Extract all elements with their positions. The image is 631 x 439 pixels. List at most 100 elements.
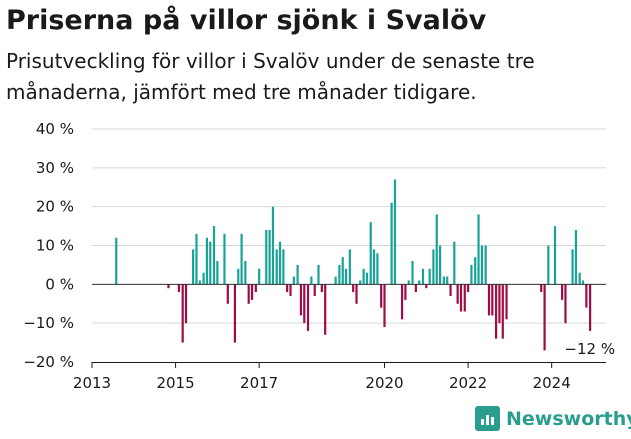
bar	[459, 284, 463, 312]
bar	[400, 284, 404, 320]
bar	[477, 214, 480, 285]
bar	[195, 233, 198, 285]
bar	[233, 284, 237, 343]
bar	[453, 241, 456, 285]
chat-bubble-icon	[475, 406, 500, 431]
bar	[484, 245, 487, 285]
bar	[404, 284, 407, 300]
y-tick-label: 10 %	[36, 237, 74, 255]
bar	[574, 229, 578, 285]
bar	[449, 284, 452, 296]
bar	[265, 229, 268, 285]
bar	[418, 280, 421, 285]
bar	[299, 284, 303, 316]
bar	[310, 276, 313, 285]
bar	[338, 264, 341, 285]
bar	[495, 284, 498, 339]
bar	[244, 261, 247, 285]
bar	[303, 284, 306, 324]
bar	[352, 284, 355, 293]
labels: 40 % 30 % 20 % 10 % 0 % −10 % −20 % 2013 2015 201…	[23, 120, 615, 392]
x-tick-label: 2024	[533, 374, 571, 392]
bar	[202, 272, 205, 285]
bar	[498, 284, 501, 324]
bar	[589, 284, 592, 331]
bar	[547, 245, 550, 285]
bar	[421, 268, 425, 285]
bar	[324, 284, 327, 335]
bar	[474, 257, 477, 285]
bar	[442, 276, 445, 285]
bar	[282, 249, 285, 285]
bar	[425, 284, 428, 289]
bar	[456, 284, 459, 304]
x-tick-label: 2020	[365, 374, 403, 392]
bar	[320, 284, 323, 293]
bar	[393, 179, 397, 285]
bar	[226, 284, 229, 304]
bar	[237, 268, 240, 285]
bar	[435, 214, 438, 285]
bar	[467, 284, 470, 293]
bar	[177, 284, 181, 293]
bar	[439, 245, 442, 285]
bar	[414, 284, 417, 293]
bar	[296, 264, 299, 285]
bar	[372, 249, 376, 285]
bar	[411, 261, 414, 285]
bar	[250, 284, 254, 300]
y-tick-label: 0 %	[45, 275, 74, 293]
last-value-label: −12 %	[564, 340, 615, 358]
y-tick-label: 30 %	[36, 159, 74, 177]
y-tick-label: 40 %	[36, 120, 74, 138]
bar	[258, 268, 261, 285]
chart-title: Priserna på villor sjönk i Svalöv	[6, 5, 487, 36]
bar	[115, 237, 118, 285]
brand-name: Newsworthy	[506, 407, 631, 430]
bar	[275, 249, 278, 285]
bar	[278, 241, 282, 285]
bar	[432, 249, 435, 285]
bar	[564, 284, 567, 324]
bar	[571, 249, 574, 285]
bar	[240, 233, 243, 285]
bar	[376, 253, 379, 285]
y-tick-label: −10 %	[23, 314, 74, 332]
bar	[192, 249, 195, 285]
bar	[167, 284, 170, 289]
y-tick-label: 20 %	[36, 198, 74, 216]
bar	[470, 264, 473, 285]
bar	[365, 272, 369, 285]
bar	[306, 284, 310, 331]
bar	[184, 284, 188, 324]
bar	[540, 284, 543, 293]
bar	[317, 264, 320, 285]
bar	[181, 284, 184, 343]
bar	[216, 261, 219, 285]
bar	[205, 237, 209, 285]
bar	[553, 226, 557, 285]
bar	[362, 268, 365, 285]
y-tick-label: −20 %	[23, 353, 74, 371]
bar	[501, 284, 504, 339]
bar	[463, 284, 466, 312]
bar	[355, 284, 358, 304]
chart-subtitle: Prisutveckling för villor i Svalöv under…	[6, 49, 535, 104]
bars	[115, 179, 592, 351]
bar	[505, 284, 508, 320]
bar	[198, 280, 201, 285]
bar	[585, 284, 588, 308]
x-tick-label: 2022	[449, 374, 487, 392]
bar	[341, 257, 344, 285]
bar	[578, 272, 581, 285]
bar	[348, 249, 351, 285]
x-tick-label: 2013	[73, 374, 111, 392]
bar	[359, 280, 362, 285]
bar	[480, 245, 483, 285]
bar	[223, 233, 226, 285]
bar	[292, 276, 295, 285]
bar	[561, 284, 564, 300]
bar	[344, 268, 348, 285]
bar	[268, 229, 271, 285]
